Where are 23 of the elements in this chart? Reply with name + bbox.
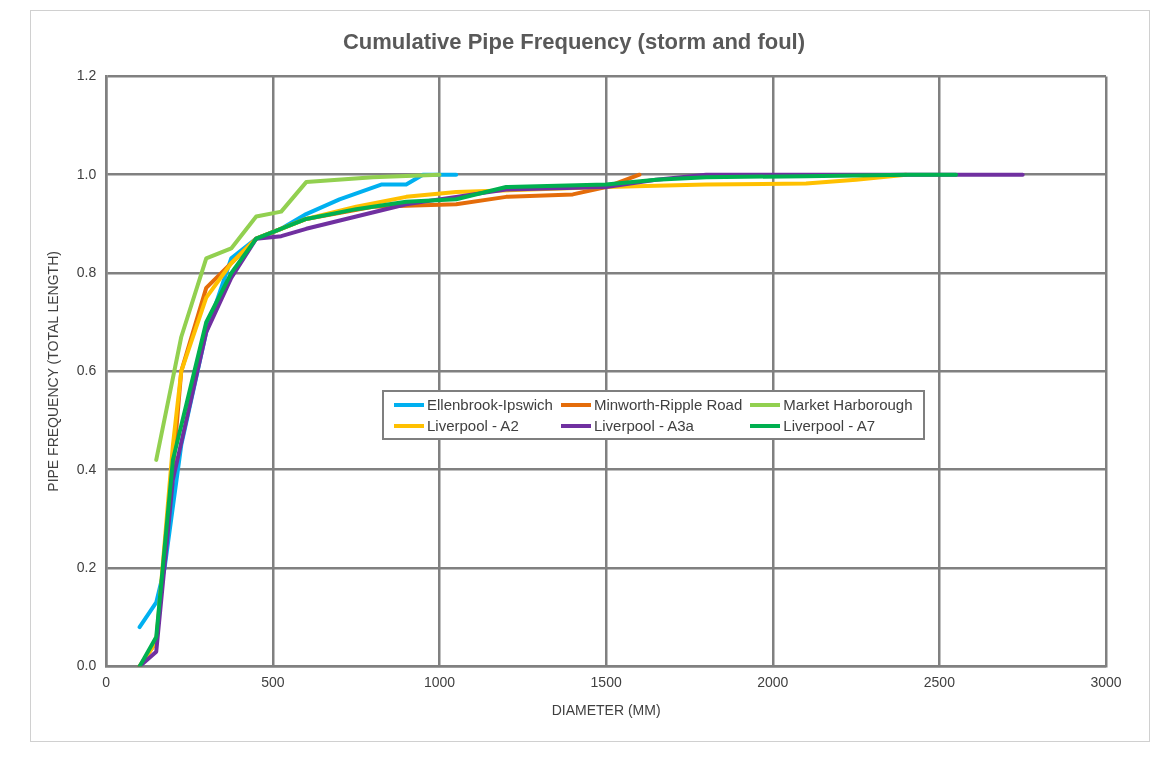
legend-label: Liverpool - A3a — [593, 417, 694, 434]
x-tick-label: 3000 — [1090, 673, 1122, 690]
x-tick-label: 500 — [261, 673, 285, 690]
y-tick-label: 1.0 — [76, 165, 97, 182]
y-axis-title: PIPE FREQUENCY (TOTAL LENGTH) — [45, 251, 62, 492]
legend-label: Liverpool - A7 — [783, 417, 876, 434]
legend-label: Market Harborough — [783, 396, 913, 413]
x-tick-label: 1000 — [423, 673, 456, 690]
legend-label: Ellenbrook-Ipswich — [427, 396, 553, 413]
legend-label: Liverpool - A2 — [427, 417, 519, 434]
x-tick-label: 2000 — [757, 673, 789, 690]
y-tick-label: 0.0 — [76, 657, 97, 674]
x-tick-label: 0 — [102, 673, 111, 690]
y-tick-label: 0.2 — [76, 558, 97, 575]
y-tick-label: 1.2 — [76, 67, 97, 84]
y-tick-label: 0.4 — [76, 460, 97, 477]
legend-label: Minworth-Ripple Road — [593, 396, 743, 413]
y-tick-label: 0.8 — [76, 263, 97, 280]
x-tick-label: 1500 — [590, 673, 622, 690]
x-tick-label: 2500 — [923, 673, 956, 690]
chart-title: Cumulative Pipe Frequency (storm and foul) — [342, 29, 806, 55]
y-tick-label: 0.6 — [76, 362, 97, 379]
x-axis-title: DIAMETER (MM) — [551, 702, 661, 719]
